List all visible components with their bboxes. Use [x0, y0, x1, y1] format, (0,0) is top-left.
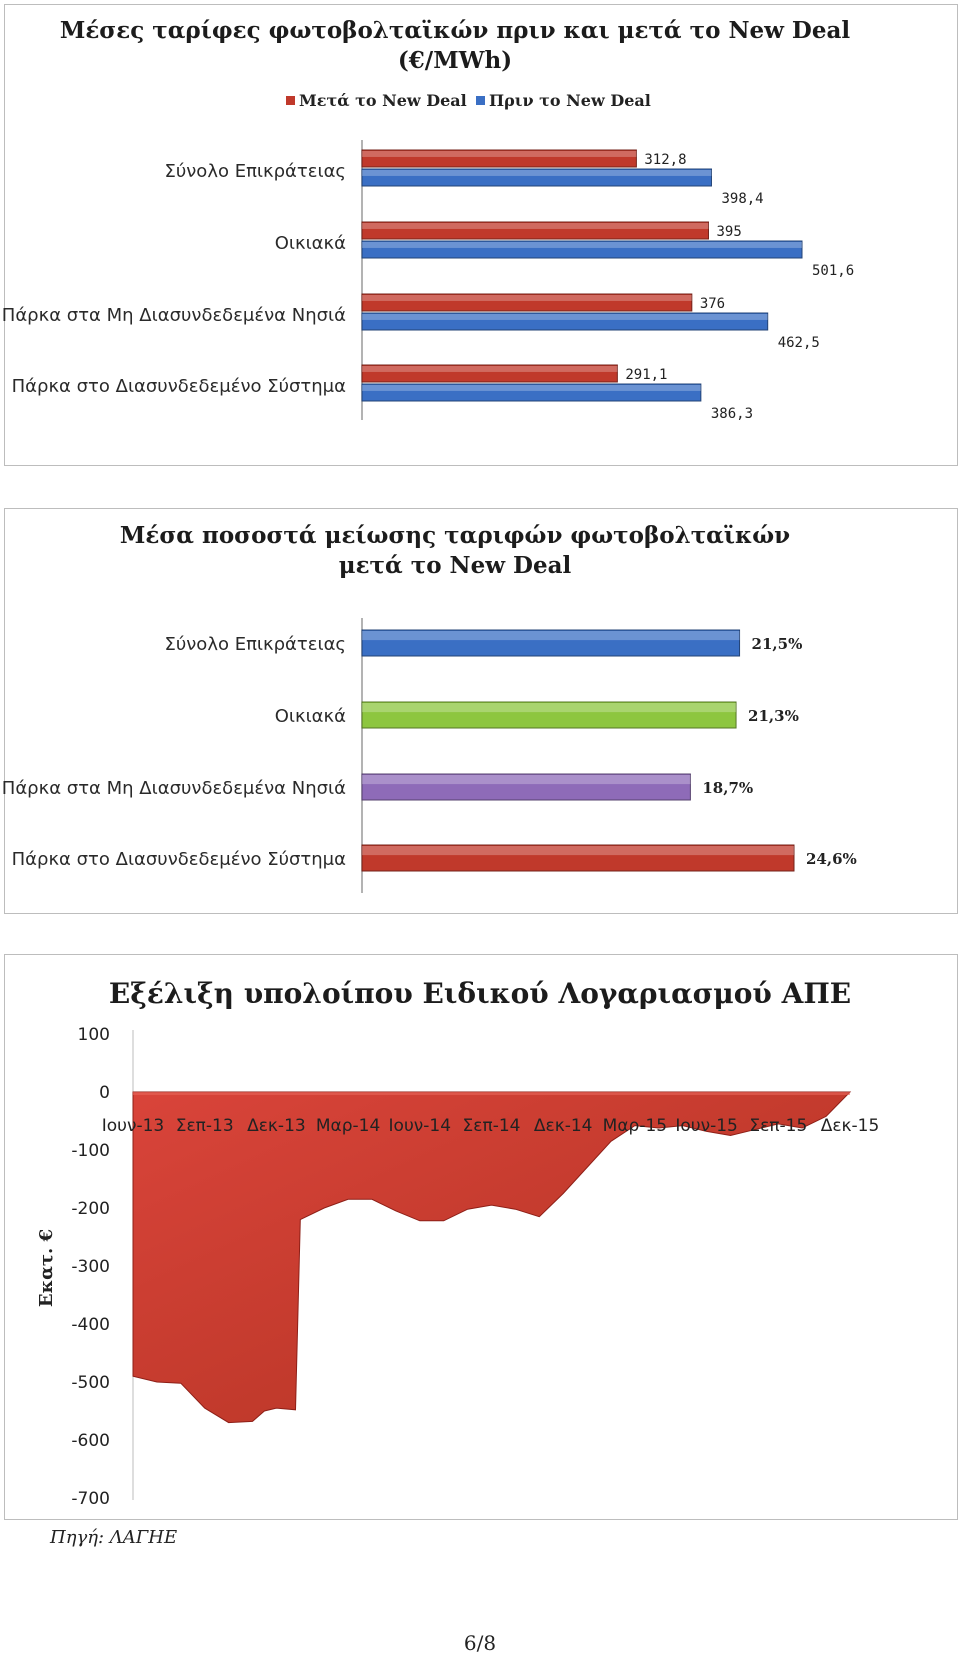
- chart2-title-line1: Μέσα ποσοστά μείωσης ταριφών φωτοβολταϊκ…: [120, 522, 790, 549]
- chart3-xtick-label: Δεκ-15: [821, 1116, 880, 1136]
- chart1-data-label: 462,5: [778, 335, 820, 351]
- chart3-ylabel: Εκατ. €: [36, 1229, 57, 1307]
- chart1-bar-before: [361, 240, 803, 259]
- chart2-category-label: Οικιακά: [275, 706, 346, 727]
- chart1-bar-before: [361, 383, 702, 402]
- chart3-xtick-label: Σεπ-15: [749, 1116, 807, 1136]
- chart1-category-label: Πάρκα στα Μη Διασυνδεδεμένα Νησιά: [2, 305, 346, 326]
- chart1-bar-after: [361, 221, 709, 240]
- chart1-bar-after-highlight: [362, 151, 637, 157]
- chart3-ytick-label: -400: [71, 1315, 110, 1335]
- chart3-xtick-label: Μαρ-14: [316, 1116, 380, 1136]
- chart1-legend-swatch-0: [286, 96, 295, 105]
- chart1-data-label: 376: [700, 296, 725, 312]
- chart2-data-label: 21,3%: [748, 707, 799, 725]
- chart3-ytick-label: -700: [71, 1489, 110, 1509]
- chart3-area-top-edge: [133, 1092, 850, 1095]
- chart2-bar-highlight: [362, 775, 691, 785]
- chart1-bar-before-highlight: [362, 385, 701, 391]
- chart1-bar-after: [361, 149, 637, 168]
- chart1-bar-after-highlight: [362, 366, 618, 372]
- chart1-bar-after: [361, 293, 693, 312]
- chart2-data-label: 21,5%: [752, 635, 803, 653]
- chart2-bar-highlight: [362, 631, 740, 641]
- chart2-title-line2: μετά το New Deal: [339, 552, 572, 579]
- chart1-data-label: 312,8: [644, 152, 686, 168]
- chart1-bar-before: [361, 168, 712, 187]
- chart3-xtick-label: Μαρ-15: [603, 1116, 667, 1136]
- chart1-bar-before-highlight: [362, 170, 712, 176]
- chart2-bar-highlight: [362, 703, 737, 713]
- chart3-xtick-label: Δεκ-14: [534, 1116, 593, 1136]
- chart3-ytick-label: 0: [99, 1083, 110, 1103]
- chart2-bar: [361, 773, 691, 801]
- chart3-ytick-label: -500: [71, 1373, 110, 1393]
- chart1-data-label: 398,4: [721, 191, 763, 207]
- chart2-bar: [361, 844, 795, 872]
- source-note: Πηγή: ΛΑΓΗΕ: [50, 1527, 178, 1548]
- chart2-category-label: Πάρκα στο Διασυνδεδεμένο Σύστημα: [12, 849, 346, 870]
- chart1-data-label: 501,6: [812, 263, 854, 279]
- chart3-xtick-label: Ιουν-13: [102, 1116, 165, 1136]
- chart1-bar-after: [361, 364, 618, 383]
- chart2-bar: [361, 629, 741, 657]
- chart3-ytick-label: -100: [71, 1141, 110, 1161]
- chart1-category-label: Οικιακά: [275, 233, 346, 254]
- chart1-bar-after-highlight: [362, 295, 692, 301]
- chart1-bar-before: [361, 312, 769, 331]
- chart3-xtick-label: Δεκ-13: [247, 1116, 306, 1136]
- chart1-data-label: 395: [716, 224, 741, 240]
- chart1-data-label: 291,1: [625, 367, 667, 383]
- chart1-legend-swatch-1: [476, 96, 485, 105]
- chart3-ytick-label: -600: [71, 1431, 110, 1451]
- chart3-xtick-label: Ιουν-14: [389, 1116, 452, 1136]
- chart2-category-label: Πάρκα στα Μη Διασυνδεδεμένα Νησιά: [2, 778, 346, 799]
- chart3-ytick-label: 100: [78, 1025, 110, 1045]
- chart1-category-label: Σύνολο Επικράτειας: [164, 161, 346, 182]
- chart3-title: Εξέλιξη υπολοίπου Ειδικού Λογαριασμού ΑΠ…: [109, 977, 851, 1010]
- chart3-area: [132, 1091, 852, 1424]
- chart1-bar-after-highlight: [362, 223, 709, 229]
- chart1-data-label: 386,3: [711, 406, 753, 422]
- chart3-ytick-label: -200: [71, 1199, 110, 1219]
- chart2-bar-highlight: [362, 846, 794, 856]
- chart2-data-label: 18,7%: [702, 779, 753, 797]
- chart3-xtick-label: Ιουν-15: [675, 1116, 738, 1136]
- chart1-category-label: Πάρκα στο Διασυνδεδεμένο Σύστημα: [12, 376, 346, 397]
- chart1-bar-before-highlight: [362, 242, 802, 248]
- chart1-title-line2: (€/MWh): [398, 47, 512, 74]
- chart1-bar-before-highlight: [362, 314, 768, 320]
- chart3-xtick-label: Σεπ-13: [176, 1116, 234, 1136]
- chart2-bar: [361, 701, 737, 729]
- chart3-ytick-label: -300: [71, 1257, 110, 1277]
- chart1-legend-label-0: Μετά το New Deal: [299, 91, 467, 110]
- chart1-title-line1: Μέσες ταρίφες φωτοβολταϊκών πριν και μετ…: [60, 17, 851, 44]
- chart2-category-label: Σύνολο Επικράτειας: [164, 634, 346, 655]
- chart1-legend-label-1: Πριν το New Deal: [489, 91, 651, 110]
- page-number: 6/8: [463, 1631, 497, 1655]
- chart2-data-label: 24,6%: [806, 850, 857, 868]
- chart3-xtick-label: Σεπ-14: [463, 1116, 521, 1136]
